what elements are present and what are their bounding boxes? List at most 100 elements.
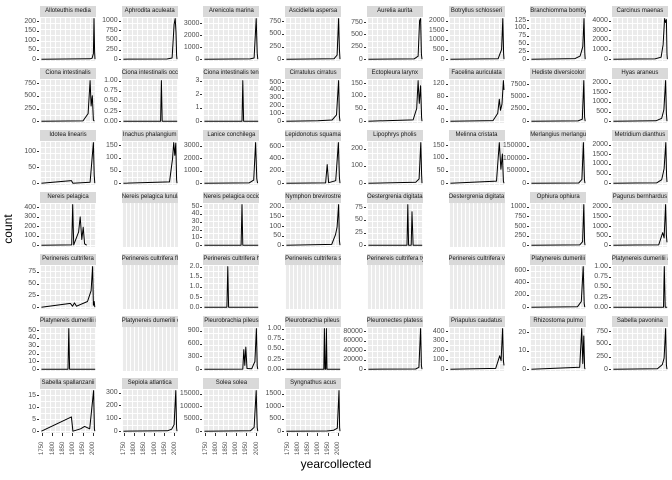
facet-cell: Platynereis dumerilii obscura	[98, 316, 180, 378]
y-tick-mark	[37, 395, 39, 397]
y-tick-label: 50	[28, 163, 36, 171]
y-tick-mark	[363, 121, 366, 123]
x-tick-label: 1900	[314, 441, 321, 455]
y-tick-label: 50	[273, 232, 282, 240]
y-tick-mark	[37, 330, 39, 332]
y-tick-label: 80000	[343, 327, 363, 335]
data-line-plot	[613, 142, 668, 184]
y-tick-label: 150	[351, 79, 363, 87]
y-tick-mark	[200, 330, 203, 332]
y-tick-label: 0.50	[104, 97, 118, 105]
y-tick-mark	[200, 343, 203, 345]
y-tick-mark	[37, 369, 39, 371]
facet-cell: Platynereis dumerilii 600 400 200 0	[506, 254, 588, 316]
x-tick-mark	[337, 433, 339, 436]
y-tick-label: 0	[277, 117, 282, 125]
y-tick-mark	[363, 369, 366, 371]
y-tick-mark	[200, 170, 203, 172]
y-tick-mark	[282, 158, 285, 160]
y-tick-label: 75	[518, 32, 527, 40]
y-tick-mark	[363, 22, 366, 24]
facet-strip-label: Platynereis dumerilii monilaris	[40, 316, 96, 327]
y-tick-mark	[527, 170, 530, 172]
plot-line	[531, 266, 586, 308]
plot-line	[286, 328, 341, 370]
facet-cell: Facelina auriculata 120 80 40 0	[425, 68, 507, 130]
y-tick-mark	[282, 328, 285, 330]
y-tick-mark	[37, 216, 39, 218]
y-tick-mark	[200, 121, 203, 123]
y-tick-mark	[527, 369, 530, 371]
facet-cell: Pleuronectes platessa 80000 60000 40000 2000…	[343, 316, 425, 378]
y-tick-mark	[608, 111, 611, 113]
facet-strip-label: Hediste diversicolor	[530, 68, 587, 79]
plot-line	[613, 80, 668, 122]
y-tick-mark	[37, 121, 39, 123]
y-tick-label: 0.5	[189, 293, 200, 301]
facet-strip-label: Merlangius merlangus	[530, 130, 587, 141]
facet-panel	[40, 265, 96, 309]
y-tick-mark	[282, 418, 285, 420]
facet-strip-label: Inachus phalangium	[121, 130, 178, 141]
y-tick-mark	[527, 145, 530, 147]
data-line-plot	[531, 204, 586, 246]
y-tick-mark	[37, 40, 39, 42]
y-tick-mark	[608, 206, 611, 208]
y-tick-label: 50	[518, 40, 527, 48]
y-tick-label: 0	[440, 117, 445, 125]
y-tick-label: 200	[24, 222, 36, 230]
y-tick-mark	[445, 183, 448, 185]
y-tick-mark	[118, 418, 121, 420]
y-tick-mark	[37, 271, 39, 273]
y-tick-mark	[527, 245, 530, 247]
y-tick-label: 125	[514, 16, 527, 24]
plot-line	[41, 390, 96, 432]
facet-panel	[611, 203, 668, 247]
y-tick-label: 20	[191, 226, 200, 234]
y-tick-mark	[200, 183, 203, 185]
y-tick-label: 0	[603, 365, 608, 373]
plot-line	[41, 266, 96, 308]
y-tick-label: 7500	[510, 80, 527, 88]
y-tick-label: 0	[603, 117, 608, 125]
x-axis-title: yearcollected	[300, 457, 372, 471]
y-tick-label: 0.25	[104, 107, 118, 115]
facet-panel	[121, 389, 178, 433]
y-tick-mark	[363, 331, 366, 332]
y-tick-label: 750	[351, 18, 363, 26]
y-tick-label: 60000	[343, 337, 363, 345]
y-tick-mark	[37, 353, 39, 355]
y-tick-mark	[37, 151, 39, 153]
y-tick-mark	[200, 221, 203, 223]
y-tick-mark	[282, 216, 285, 218]
facet-strip-label: Branchiomma bombyx	[530, 6, 587, 17]
facet-cell: Syngnathus acus 1500 1000 500 0 1750 1800 1850 1…	[261, 378, 343, 455]
y-tick-label: 750	[269, 17, 282, 25]
y-tick-mark	[282, 206, 285, 208]
y-tick-mark	[200, 307, 203, 309]
plot-line	[368, 18, 423, 60]
facet-cell: Idotea linearis 100 50 0	[16, 130, 98, 192]
y-tick-label: 400	[269, 154, 282, 162]
facet-cell: Perinereis cultrifera striata	[261, 254, 343, 316]
y-tick-mark	[608, 183, 611, 185]
y-tick-label: 3	[195, 77, 200, 85]
y-tick-mark	[608, 49, 611, 51]
y-tick-mark	[200, 286, 203, 288]
y-tick-label: 2000	[183, 154, 200, 162]
y-tick-label: 0	[358, 179, 363, 187]
plot-line	[41, 18, 96, 60]
y-tick-mark	[37, 235, 39, 237]
y-tick-label: 5	[32, 415, 36, 423]
y-tick-label: 1000	[428, 36, 445, 44]
y-tick-label: 100	[432, 356, 445, 364]
y-tick-mark	[608, 30, 611, 32]
facet-panel	[530, 327, 587, 371]
y-tick-mark	[608, 369, 611, 371]
data-line-plot	[204, 266, 259, 308]
y-tick-mark	[445, 49, 448, 51]
y-tick-label: 20	[518, 328, 527, 336]
y-tick-mark	[527, 84, 530, 86]
x-tick-mark	[52, 433, 54, 436]
